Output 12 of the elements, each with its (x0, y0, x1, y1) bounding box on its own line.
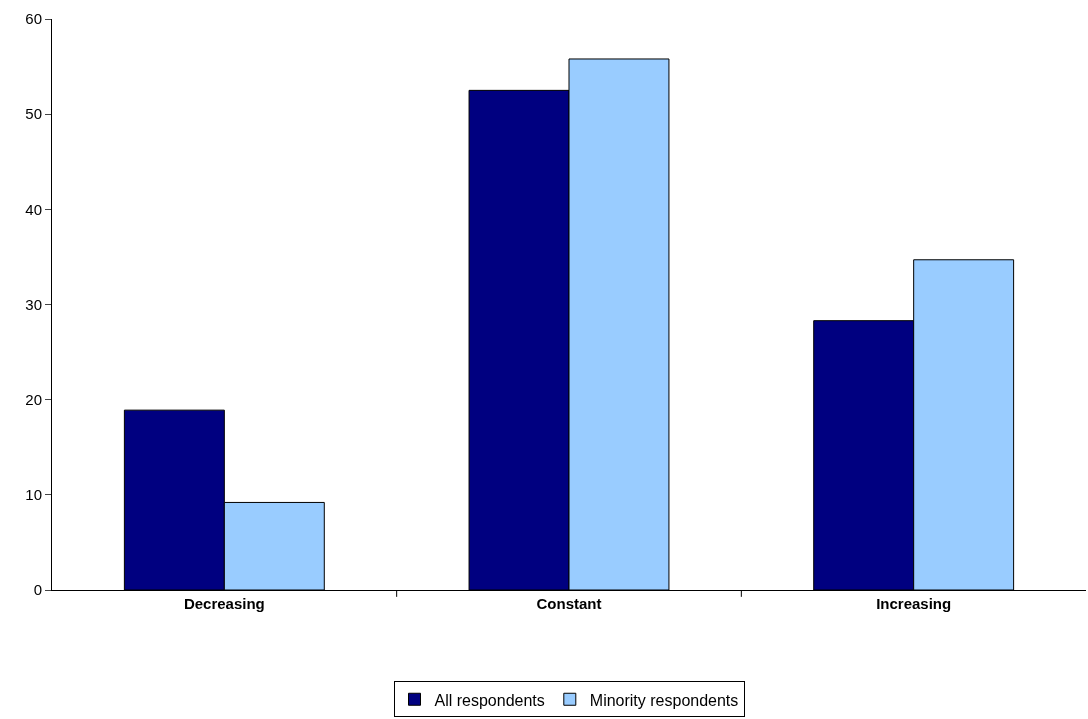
y-tick-label: 10 (25, 486, 42, 504)
y-tick-label: 60 (25, 10, 42, 28)
y-tick-label: 50 (25, 105, 42, 123)
legend-label: Minority respondents (589, 691, 739, 709)
x-tick-label: Decreasing (183, 595, 265, 612)
y-tick-label: 0 (33, 581, 42, 599)
y-tick-label: 20 (25, 390, 42, 408)
y-tick-label: 30 (25, 295, 42, 313)
x-tick-label: Constant (536, 595, 602, 612)
legend-label: All respondents (434, 691, 545, 709)
x-tick-label: Increasing (876, 595, 952, 612)
y-tick-label: 40 (25, 200, 42, 218)
